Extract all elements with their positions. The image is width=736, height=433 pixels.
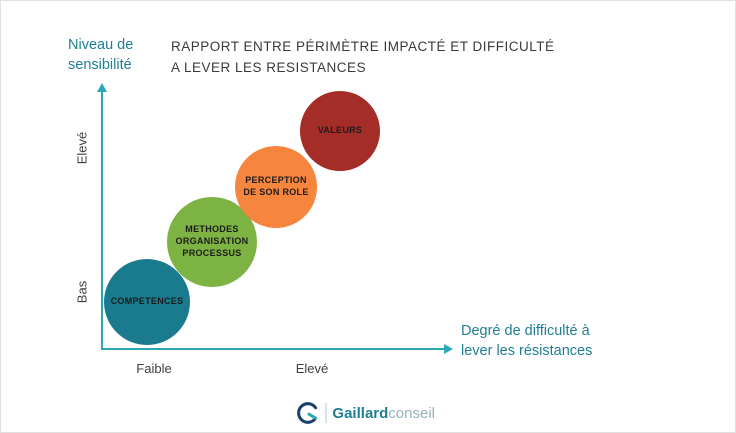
bubble-label: PERCEPTION DE SON ROLE: [243, 175, 309, 197]
bubble-label: COMPETENCES: [110, 296, 184, 307]
bubble-perception-de-son-role: PERCEPTION DE SON ROLE: [235, 146, 317, 228]
bubble-competences: COMPETENCES: [104, 259, 190, 345]
y-axis-title-line2: sensibilité: [68, 57, 132, 74]
logo-text-light: conseil: [388, 404, 435, 422]
gaillard-conseil-logo: Gaillardconseil: [295, 401, 435, 425]
logo-text-bold: Gaillard: [332, 404, 389, 422]
bubble-label: METHODES ORGANISATION PROCESSUS: [175, 224, 249, 258]
x-axis-title-line2: lever les résistances: [461, 343, 593, 360]
y-tick-bas: Bas: [74, 280, 90, 304]
y-axis-arrow-icon: [97, 83, 107, 92]
bubble-methodes-organisation-processus: METHODES ORGANISATION PROCESSUS: [167, 197, 257, 287]
x-tick-faible: Faible: [136, 361, 172, 376]
bubble-valeurs: VALEURS: [300, 91, 380, 171]
gaillard-logo-icon: [295, 401, 319, 425]
x-axis-arrow-icon: [444, 344, 453, 354]
y-axis-title-line1: Niveau de: [68, 37, 134, 53]
page-title-line2: A LEVER LES RESISTANCES: [171, 59, 367, 75]
logo-text: Gaillardconseil: [332, 405, 435, 422]
y-axis-title: Niveau de sensibilité: [68, 35, 133, 76]
x-tick-eleve: Elevé: [295, 361, 329, 376]
bubble-label: VALEURS: [317, 125, 363, 136]
y-axis-line: [101, 91, 103, 349]
y-tick-eleve: Elevé: [74, 131, 90, 165]
logo-divider: [325, 403, 327, 423]
page-title-line1: RAPPORT ENTRE PÉRIMÈTRE IMPACTÉ ET DIFFI…: [171, 39, 555, 54]
page-title: RAPPORT ENTRE PÉRIMÈTRE IMPACTÉ ET DIFFI…: [171, 37, 611, 79]
x-axis-title-line1: Degré de difficulté à: [461, 323, 590, 339]
x-axis-title: Degré de difficulté à lever les résistan…: [461, 321, 592, 362]
x-axis-line: [101, 348, 445, 350]
